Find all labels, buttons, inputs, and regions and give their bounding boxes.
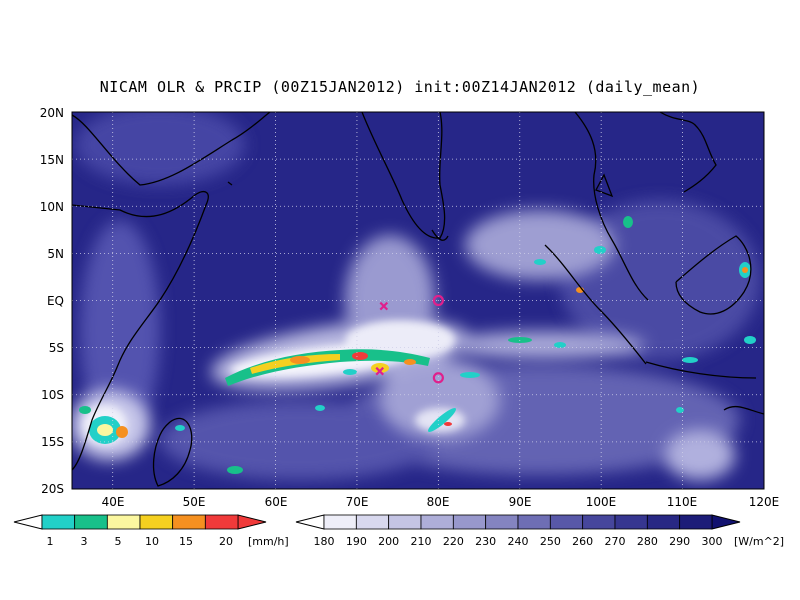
map-title: NICAM OLR & PRCIP (00Z15JAN2012) init:00…: [99, 78, 701, 96]
lat-label: 10N: [40, 200, 64, 214]
lat-label: 20S: [41, 482, 64, 496]
site-x-marker: [379, 301, 389, 311]
lat-label: 10S: [41, 388, 64, 402]
precip-colorbar-low-arrow: [13, 514, 43, 530]
precip-colorbar-box: [74, 514, 108, 530]
olr-tick: 280: [637, 535, 658, 548]
olr-tick: 240: [508, 535, 529, 548]
olr-tick: 290: [669, 535, 690, 548]
olr-colorbar-high-arrow: [711, 514, 741, 530]
lat-label: 5N: [47, 247, 64, 261]
precip-tick: 5: [115, 535, 122, 548]
olr-tick: 230: [475, 535, 496, 548]
olr-tick: 200: [378, 535, 399, 548]
lon-label: 60E: [265, 495, 288, 509]
olr-colorbar-box: [388, 514, 422, 530]
site-x-marker: [375, 366, 385, 376]
olr-tick: 250: [540, 535, 561, 548]
precip-tick: 15: [179, 535, 193, 548]
olr-colorbar-box: [355, 514, 390, 530]
lat-axis-labels: 20N 15N 10N 5N EQ 5S 10S 15S 20S: [40, 106, 64, 496]
site-circle-marker: [432, 372, 444, 384]
precip-colorbar-box: [139, 514, 174, 530]
lat-label: 20N: [40, 106, 64, 120]
olr-tick: 210: [411, 535, 432, 548]
olr-colorbar-box: [323, 514, 357, 530]
lat-label: 5S: [49, 341, 64, 355]
olr-tick: 220: [443, 535, 464, 548]
olr-colorbar-box: [679, 514, 713, 530]
olr-tick: 190: [346, 535, 367, 548]
precip-colorbar-high-arrow: [237, 514, 267, 530]
lon-axis-labels: 40E 50E 60E 70E 80E 90E 100E 110E 120E: [102, 495, 780, 509]
precip-tick: 3: [81, 535, 88, 548]
lon-label: 100E: [586, 495, 617, 509]
olr-colorbar-box: [549, 514, 584, 530]
olr-colorbar-box: [485, 514, 519, 530]
lon-label: 40E: [102, 495, 125, 509]
olr-colorbar: 180 190 200 210 220 230 240 250 260 270 280 290 300 …: [295, 514, 784, 548]
olr-field: [72, 112, 764, 489]
lon-label: 70E: [346, 495, 369, 509]
precip-tick: 1: [47, 535, 54, 548]
lat-lon-grid: [72, 112, 764, 489]
lat-label: 15N: [40, 153, 64, 167]
lon-label: 110E: [667, 495, 698, 509]
precip-tick: 10: [145, 535, 159, 548]
olr-colorbar-box: [420, 514, 454, 530]
precip-colorbar-box: [106, 514, 141, 530]
lon-label: 50E: [183, 495, 206, 509]
olr-colorbar-box: [517, 514, 551, 530]
site-markers: [375, 294, 444, 384]
precip-colorbar-box: [41, 514, 76, 530]
precip-colorbar-box: [204, 514, 239, 530]
olr-colorbar-box: [452, 514, 487, 530]
olr-tick: 300: [702, 535, 723, 548]
olr-tick: 260: [572, 535, 593, 548]
precip-cells: [79, 216, 756, 474]
olr-colorbar-box: [614, 514, 648, 530]
olr-colorbar-box: [582, 514, 616, 530]
olr-tick: 270: [605, 535, 626, 548]
precip-unit: [mm/h]: [248, 535, 289, 548]
olr-unit: [W/m^2]: [734, 535, 784, 548]
lon-label: 120E: [749, 495, 780, 509]
precip-colorbar-box: [172, 514, 206, 530]
map-frame: [71, 111, 765, 490]
olr-colorbar-low-arrow: [295, 514, 325, 530]
precip-colorbar: 1 3 5 10 15 20 [mm/h]: [13, 514, 289, 548]
olr-colorbar-box: [646, 514, 681, 530]
precip-tick: 20: [219, 535, 233, 548]
lat-label: 15S: [41, 435, 64, 449]
lon-label: 80E: [427, 495, 450, 509]
site-circle-marker: [432, 294, 444, 307]
lon-label: 90E: [509, 495, 532, 509]
lat-label: EQ: [47, 294, 64, 308]
olr-tick: 180: [314, 535, 335, 548]
coastlines: [72, 112, 764, 487]
